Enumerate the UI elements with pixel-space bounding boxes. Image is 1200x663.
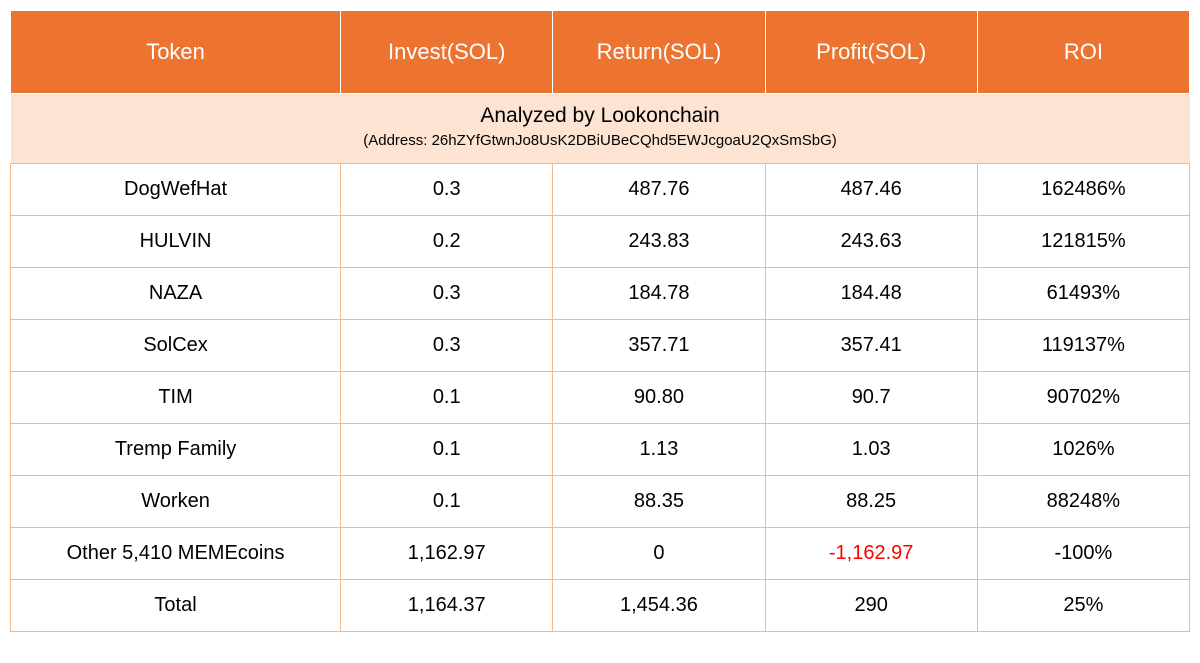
cell-token: NAZA	[11, 268, 341, 320]
cell-invest: 0.3	[341, 320, 553, 372]
cell-token: Total	[11, 580, 341, 632]
cell-invest: 1,164.37	[341, 580, 553, 632]
cell-return: 1,454.36	[553, 580, 765, 632]
cell-profit: 88.25	[765, 476, 977, 528]
table-row: Other 5,410 MEMEcoins1,162.970-1,162.97-…	[11, 528, 1190, 580]
cell-invest: 0.2	[341, 216, 553, 268]
cell-roi: 1026%	[977, 424, 1189, 476]
table-row: NAZA0.3184.78184.4861493%	[11, 268, 1190, 320]
cell-return: 90.80	[553, 372, 765, 424]
col-header-roi: ROI	[977, 11, 1189, 94]
cell-return: 0	[553, 528, 765, 580]
cell-invest: 0.3	[341, 268, 553, 320]
info-cell: Analyzed by Lookonchain (Address: 26hZYf…	[11, 94, 1190, 164]
cell-return: 184.78	[553, 268, 765, 320]
cell-invest: 1,162.97	[341, 528, 553, 580]
investment-table: Token Invest(SOL) Return(SOL) Profit(SOL…	[10, 10, 1190, 632]
cell-roi: 119137%	[977, 320, 1189, 372]
table-row: HULVIN0.2243.83243.63121815%	[11, 216, 1190, 268]
table-row: DogWefHat0.3487.76487.46162486%	[11, 164, 1190, 216]
table-row: Tremp Family0.11.131.031026%	[11, 424, 1190, 476]
cell-profit: 184.48	[765, 268, 977, 320]
table-row: SolCex0.3357.71357.41119137%	[11, 320, 1190, 372]
cell-profit: 290	[765, 580, 977, 632]
cell-return: 88.35	[553, 476, 765, 528]
table-head: Token Invest(SOL) Return(SOL) Profit(SOL…	[11, 11, 1190, 164]
table-row: Worken0.188.3588.2588248%	[11, 476, 1190, 528]
table-row: Total1,164.371,454.3629025%	[11, 580, 1190, 632]
info-row: Analyzed by Lookonchain (Address: 26hZYf…	[11, 94, 1190, 164]
cell-profit: 90.7	[765, 372, 977, 424]
cell-invest: 0.1	[341, 476, 553, 528]
cell-token: Worken	[11, 476, 341, 528]
cell-invest: 0.1	[341, 372, 553, 424]
cell-invest: 0.3	[341, 164, 553, 216]
table-container: Token Invest(SOL) Return(SOL) Profit(SOL…	[0, 0, 1200, 663]
cell-invest: 0.1	[341, 424, 553, 476]
cell-token: DogWefHat	[11, 164, 341, 216]
cell-roi: 90702%	[977, 372, 1189, 424]
cell-token: SolCex	[11, 320, 341, 372]
cell-token: HULVIN	[11, 216, 341, 268]
cell-return: 243.83	[553, 216, 765, 268]
cell-return: 1.13	[553, 424, 765, 476]
col-header-return: Return(SOL)	[553, 11, 765, 94]
cell-profit: 243.63	[765, 216, 977, 268]
cell-roi: -100%	[977, 528, 1189, 580]
cell-profit: 1.03	[765, 424, 977, 476]
cell-roi: 121815%	[977, 216, 1189, 268]
cell-return: 357.71	[553, 320, 765, 372]
cell-token: Other 5,410 MEMEcoins	[11, 528, 341, 580]
info-address: (Address: 26hZYfGtwnJo8UsK2DBiUBeCQhd5EW…	[19, 132, 1182, 149]
cell-profit: 487.46	[765, 164, 977, 216]
info-title: Analyzed by Lookonchain	[19, 104, 1182, 128]
cell-roi: 61493%	[977, 268, 1189, 320]
table-body: DogWefHat0.3487.76487.46162486%HULVIN0.2…	[11, 164, 1190, 632]
cell-profit: -1,162.97	[765, 528, 977, 580]
cell-roi: 88248%	[977, 476, 1189, 528]
col-header-token: Token	[11, 11, 341, 94]
cell-roi: 25%	[977, 580, 1189, 632]
col-header-invest: Invest(SOL)	[341, 11, 553, 94]
cell-profit: 357.41	[765, 320, 977, 372]
header-row: Token Invest(SOL) Return(SOL) Profit(SOL…	[11, 11, 1190, 94]
table-row: TIM0.190.8090.790702%	[11, 372, 1190, 424]
col-header-profit: Profit(SOL)	[765, 11, 977, 94]
cell-return: 487.76	[553, 164, 765, 216]
cell-roi: 162486%	[977, 164, 1189, 216]
cell-token: TIM	[11, 372, 341, 424]
cell-token: Tremp Family	[11, 424, 341, 476]
